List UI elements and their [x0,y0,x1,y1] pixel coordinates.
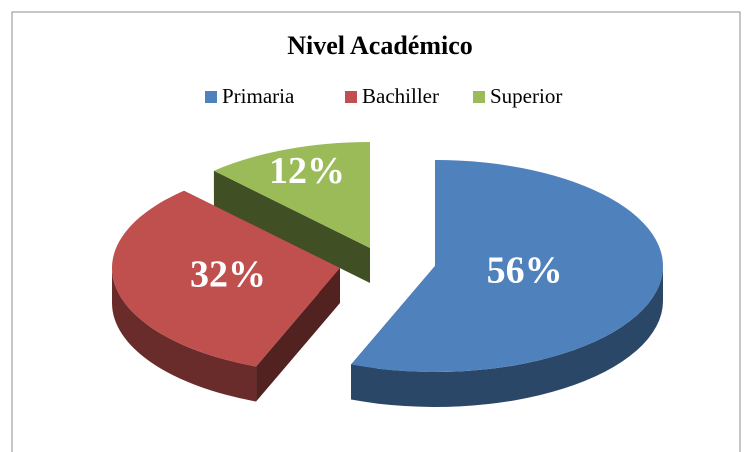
legend-label: Bachiller [362,84,439,108]
legend-label: Superior [490,84,562,108]
data-label: 12% [269,150,345,192]
slice [213,142,370,248]
legend-swatch [345,91,357,103]
legend-swatch [205,91,217,103]
slice-side [213,170,370,283]
legend-swatch [473,91,485,103]
chart-title: Nivel Académico [287,31,473,60]
slice [111,190,341,367]
data-label: 32% [190,254,266,296]
slice-side [256,268,340,402]
legend-label: Primaria [222,84,295,108]
slice-wall [111,268,257,402]
slice-wall [351,266,663,408]
data-label: 56% [487,250,563,292]
slice [351,160,663,372]
